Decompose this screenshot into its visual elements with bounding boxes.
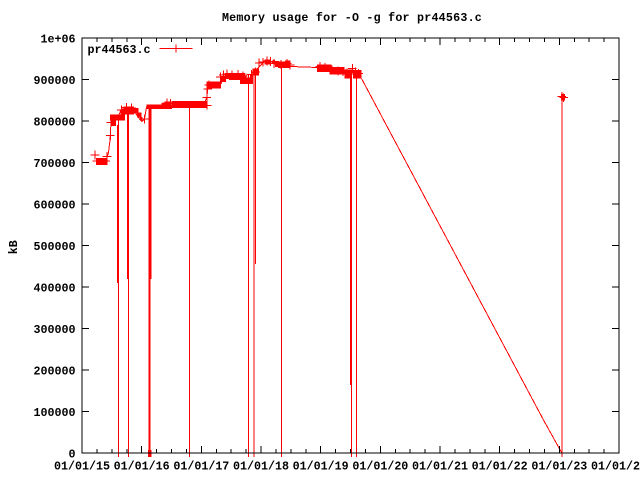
svg-text:200000: 200000 xyxy=(34,365,76,379)
svg-text:pr44563.c: pr44563.c xyxy=(88,43,151,57)
svg-text:100000: 100000 xyxy=(34,406,76,420)
svg-text:kB: kB xyxy=(7,240,21,254)
svg-text:300000: 300000 xyxy=(34,323,76,337)
svg-text:1e+06: 1e+06 xyxy=(41,33,76,47)
svg-text:0: 0 xyxy=(69,448,76,462)
svg-text:01/01/24: 01/01/24 xyxy=(591,460,640,474)
svg-text:700000: 700000 xyxy=(34,157,76,171)
svg-text:900000: 900000 xyxy=(34,74,76,88)
svg-text:01/01/16: 01/01/16 xyxy=(114,460,170,474)
svg-text:500000: 500000 xyxy=(34,240,76,254)
svg-text:800000: 800000 xyxy=(34,116,76,130)
svg-text:01/01/20: 01/01/20 xyxy=(352,460,408,474)
svg-text:01/01/18: 01/01/18 xyxy=(233,460,289,474)
svg-text:01/01/17: 01/01/17 xyxy=(173,460,229,474)
svg-text:01/01/19: 01/01/19 xyxy=(293,460,349,474)
svg-text:01/01/22: 01/01/22 xyxy=(472,460,528,474)
svg-text:01/01/23: 01/01/23 xyxy=(531,460,587,474)
svg-text:01/01/21: 01/01/21 xyxy=(412,460,468,474)
svg-text:400000: 400000 xyxy=(34,282,76,296)
svg-text:Memory usage for -O -g for pr4: Memory usage for -O -g for pr44563.c xyxy=(222,11,482,25)
svg-text:01/01/15: 01/01/15 xyxy=(54,460,110,474)
svg-text:600000: 600000 xyxy=(34,199,76,213)
